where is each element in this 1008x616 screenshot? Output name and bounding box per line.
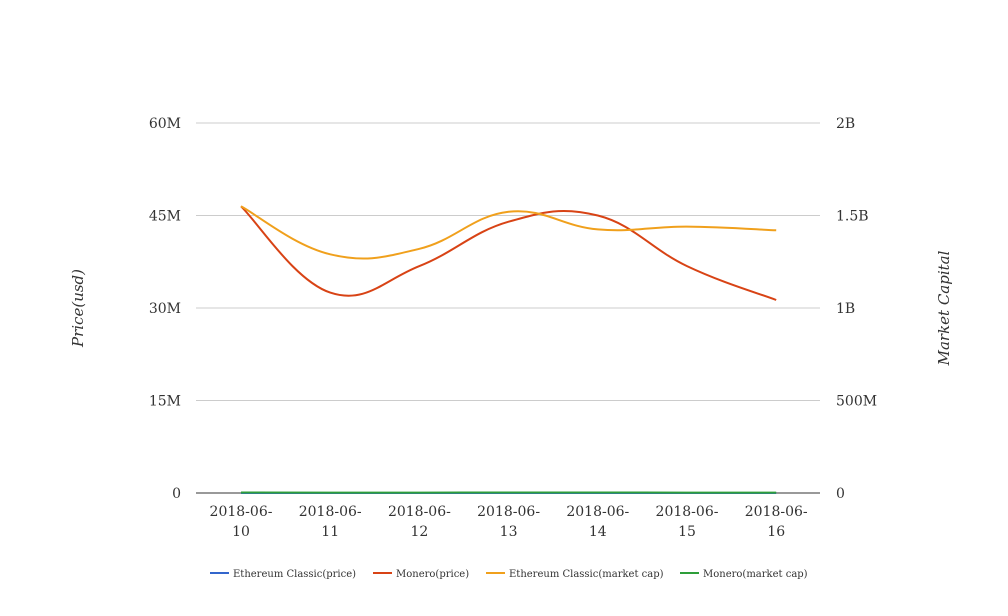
legend-label: Ethereum Classic(market cap)	[509, 569, 664, 580]
y2-tick-label: 1B	[836, 301, 855, 317]
y2-tick-label: 0	[836, 486, 845, 502]
x-tick-label: 2018-06-11	[299, 504, 362, 540]
x-tick-label: 2018-06-10	[210, 504, 273, 540]
y-tick-label: 0	[172, 486, 181, 502]
series-line-ethereum-classic-market-cap	[240, 205, 777, 260]
y2-tick-label: 2B	[836, 116, 855, 132]
x-tick-label: 2018-06-16	[745, 504, 808, 540]
legend-label: Monero(market cap)	[703, 569, 808, 580]
x-tick-label: 2018-06-15	[656, 504, 719, 540]
y-tick-label: 60M	[149, 116, 181, 132]
y-tick-label: 45M	[149, 209, 181, 225]
y-tick-label: 15M	[149, 394, 181, 410]
legend-label: Monero(price)	[396, 569, 469, 580]
y2-tick-label: 500M	[836, 394, 877, 410]
y-tick-label: 30M	[149, 301, 181, 317]
legend: Ethereum Classic(price) Monero(price) Ethe…	[210, 569, 808, 580]
y-axis-title: Price(usd)	[69, 269, 87, 348]
x-tick-label: 2018-06-13	[477, 504, 540, 540]
series-lines	[240, 205, 777, 495]
legend-label: Ethereum Classic(price)	[233, 569, 356, 580]
y2-tick-label: 1.5B	[836, 209, 869, 225]
series-line-monero-price	[240, 205, 777, 301]
y2-axis-title: Market Capital	[935, 250, 953, 366]
x-axis-ticks: 2018-06-10 2018-06-11 2018-06-12 2018-06-13…	[210, 504, 808, 540]
left-axis-ticks: 0 15M 30M 45M 60M	[149, 116, 181, 502]
x-tick-label: 2018-06-12	[388, 504, 451, 540]
x-tick-label: 2018-06-14	[566, 504, 629, 540]
right-axis-ticks: 0 500M 1B 1.5B 2B	[836, 116, 877, 502]
gridlines	[196, 122, 820, 494]
